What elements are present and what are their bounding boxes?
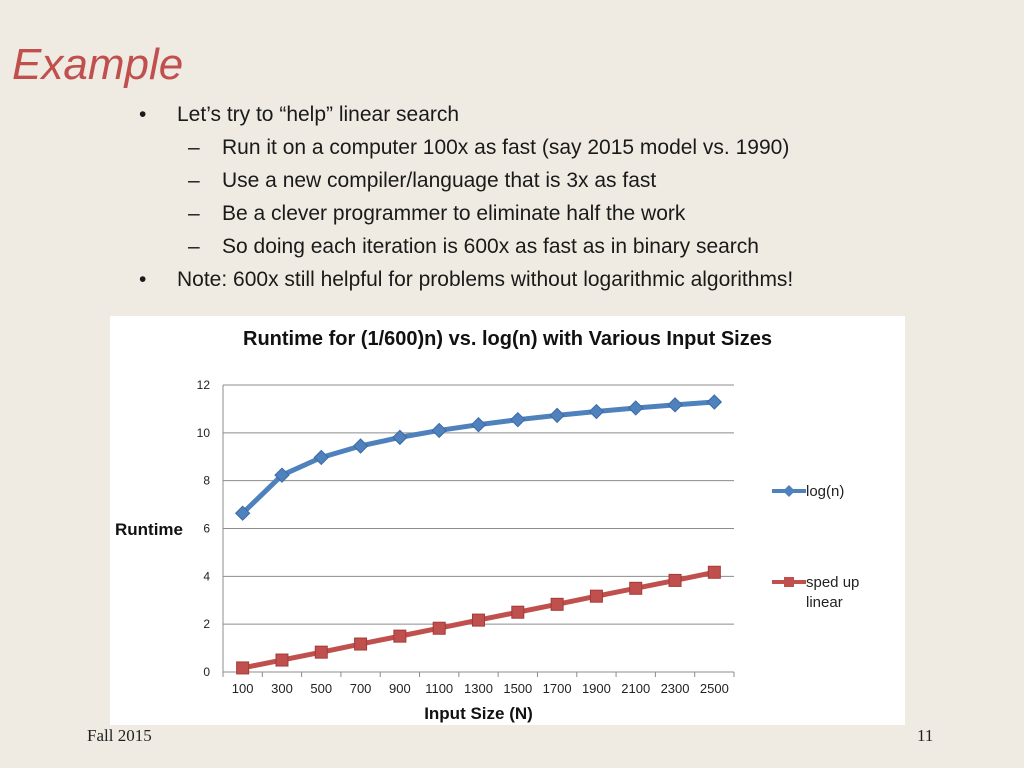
y-tick-label: 12 [197, 378, 211, 392]
sub-bullet-4: So doing each iteration is 600x as fast … [222, 235, 759, 258]
y-tick-label: 10 [197, 426, 211, 440]
data-point-diamond [234, 505, 251, 521]
bullet-marker: • [139, 268, 147, 291]
data-point-diamond [628, 400, 644, 416]
data-point-square [550, 597, 564, 611]
data-point-square [275, 653, 289, 667]
data-point-diamond [706, 394, 723, 410]
y-tick-label: 0 [203, 665, 210, 679]
data-point-square [393, 629, 407, 643]
x-tick-label: 1500 [503, 681, 532, 696]
x-tick-label: 500 [310, 681, 332, 696]
x-tick-label: 2500 [700, 681, 729, 696]
data-point-diamond [392, 429, 408, 446]
data-point-diamond [470, 416, 487, 433]
x-tick-label: 1900 [582, 681, 611, 696]
y-tick-label: 8 [203, 474, 210, 488]
legend-label: log(n) [806, 483, 844, 500]
data-point-diamond [549, 407, 565, 424]
data-point-square [589, 589, 603, 603]
data-point-square [629, 581, 643, 595]
data-point-diamond [313, 449, 329, 466]
sub-bullet-1: Run it on a computer 100x as fast (say 2… [222, 136, 790, 159]
data-point-square [236, 661, 250, 675]
bullet-2: Note: 600x still helpful for problems wi… [177, 268, 794, 291]
x-tick-label: 2100 [621, 681, 650, 696]
x-tick-label: 1100 [425, 681, 453, 696]
x-tick-label: 900 [389, 681, 411, 696]
footer-date: Fall 2015 [87, 726, 152, 745]
data-point-diamond [667, 397, 683, 413]
legend-label: sped up [806, 574, 859, 591]
dash-marker: – [188, 169, 200, 192]
data-point-diamond [352, 438, 369, 454]
y-tick-label: 2 [203, 617, 210, 631]
x-tick-label: 100 [232, 681, 254, 696]
x-axis-title: Input Size (N) [424, 704, 533, 723]
legend-marker-square [784, 577, 794, 587]
data-point-square [511, 605, 525, 619]
x-tick-label: 2300 [661, 681, 690, 696]
bullet-1: Let’s try to “help” linear search [177, 103, 460, 126]
y-tick-label: 6 [203, 522, 210, 536]
dash-marker: – [188, 202, 200, 225]
x-tick-label: 1300 [464, 681, 493, 696]
y-tick-label: 4 [203, 569, 210, 583]
data-point-square [668, 573, 682, 587]
x-tick-label: 1700 [543, 681, 572, 696]
bullet-marker: • [139, 103, 147, 126]
chart-panel: Runtime for (1/600)n) vs. log(n) with Va… [110, 316, 905, 725]
dash-marker: – [188, 136, 200, 159]
sub-bullet-3: Be a clever programmer to eliminate half… [222, 202, 686, 225]
data-point-square [354, 637, 368, 651]
data-point-diamond [510, 411, 526, 428]
legend-label: linear [806, 594, 843, 611]
data-point-diamond [588, 403, 605, 420]
data-point-diamond [274, 467, 290, 483]
legend-marker-diamond [783, 485, 795, 497]
data-point-square [314, 645, 328, 659]
dash-marker: – [188, 235, 200, 258]
page-number: 11 [917, 726, 934, 745]
sub-bullet-2: Use a new compiler/language that is 3x a… [222, 169, 657, 192]
data-point-square [432, 621, 446, 635]
line-chart: 0 2 4 6 8 10 12 100 300 500 700 900 1100 1300 1500 1700… [115, 378, 859, 723]
data-point-square [472, 613, 485, 627]
data-point-diamond [431, 422, 447, 439]
data-point-square [707, 565, 721, 579]
slide-title: Example [12, 40, 184, 89]
chart-title: Runtime for (1/600)n) vs. log(n) with Va… [243, 328, 772, 350]
x-tick-label: 700 [350, 681, 372, 696]
x-tick-label: 300 [271, 681, 293, 696]
y-axis-title: Runtime [115, 520, 183, 539]
